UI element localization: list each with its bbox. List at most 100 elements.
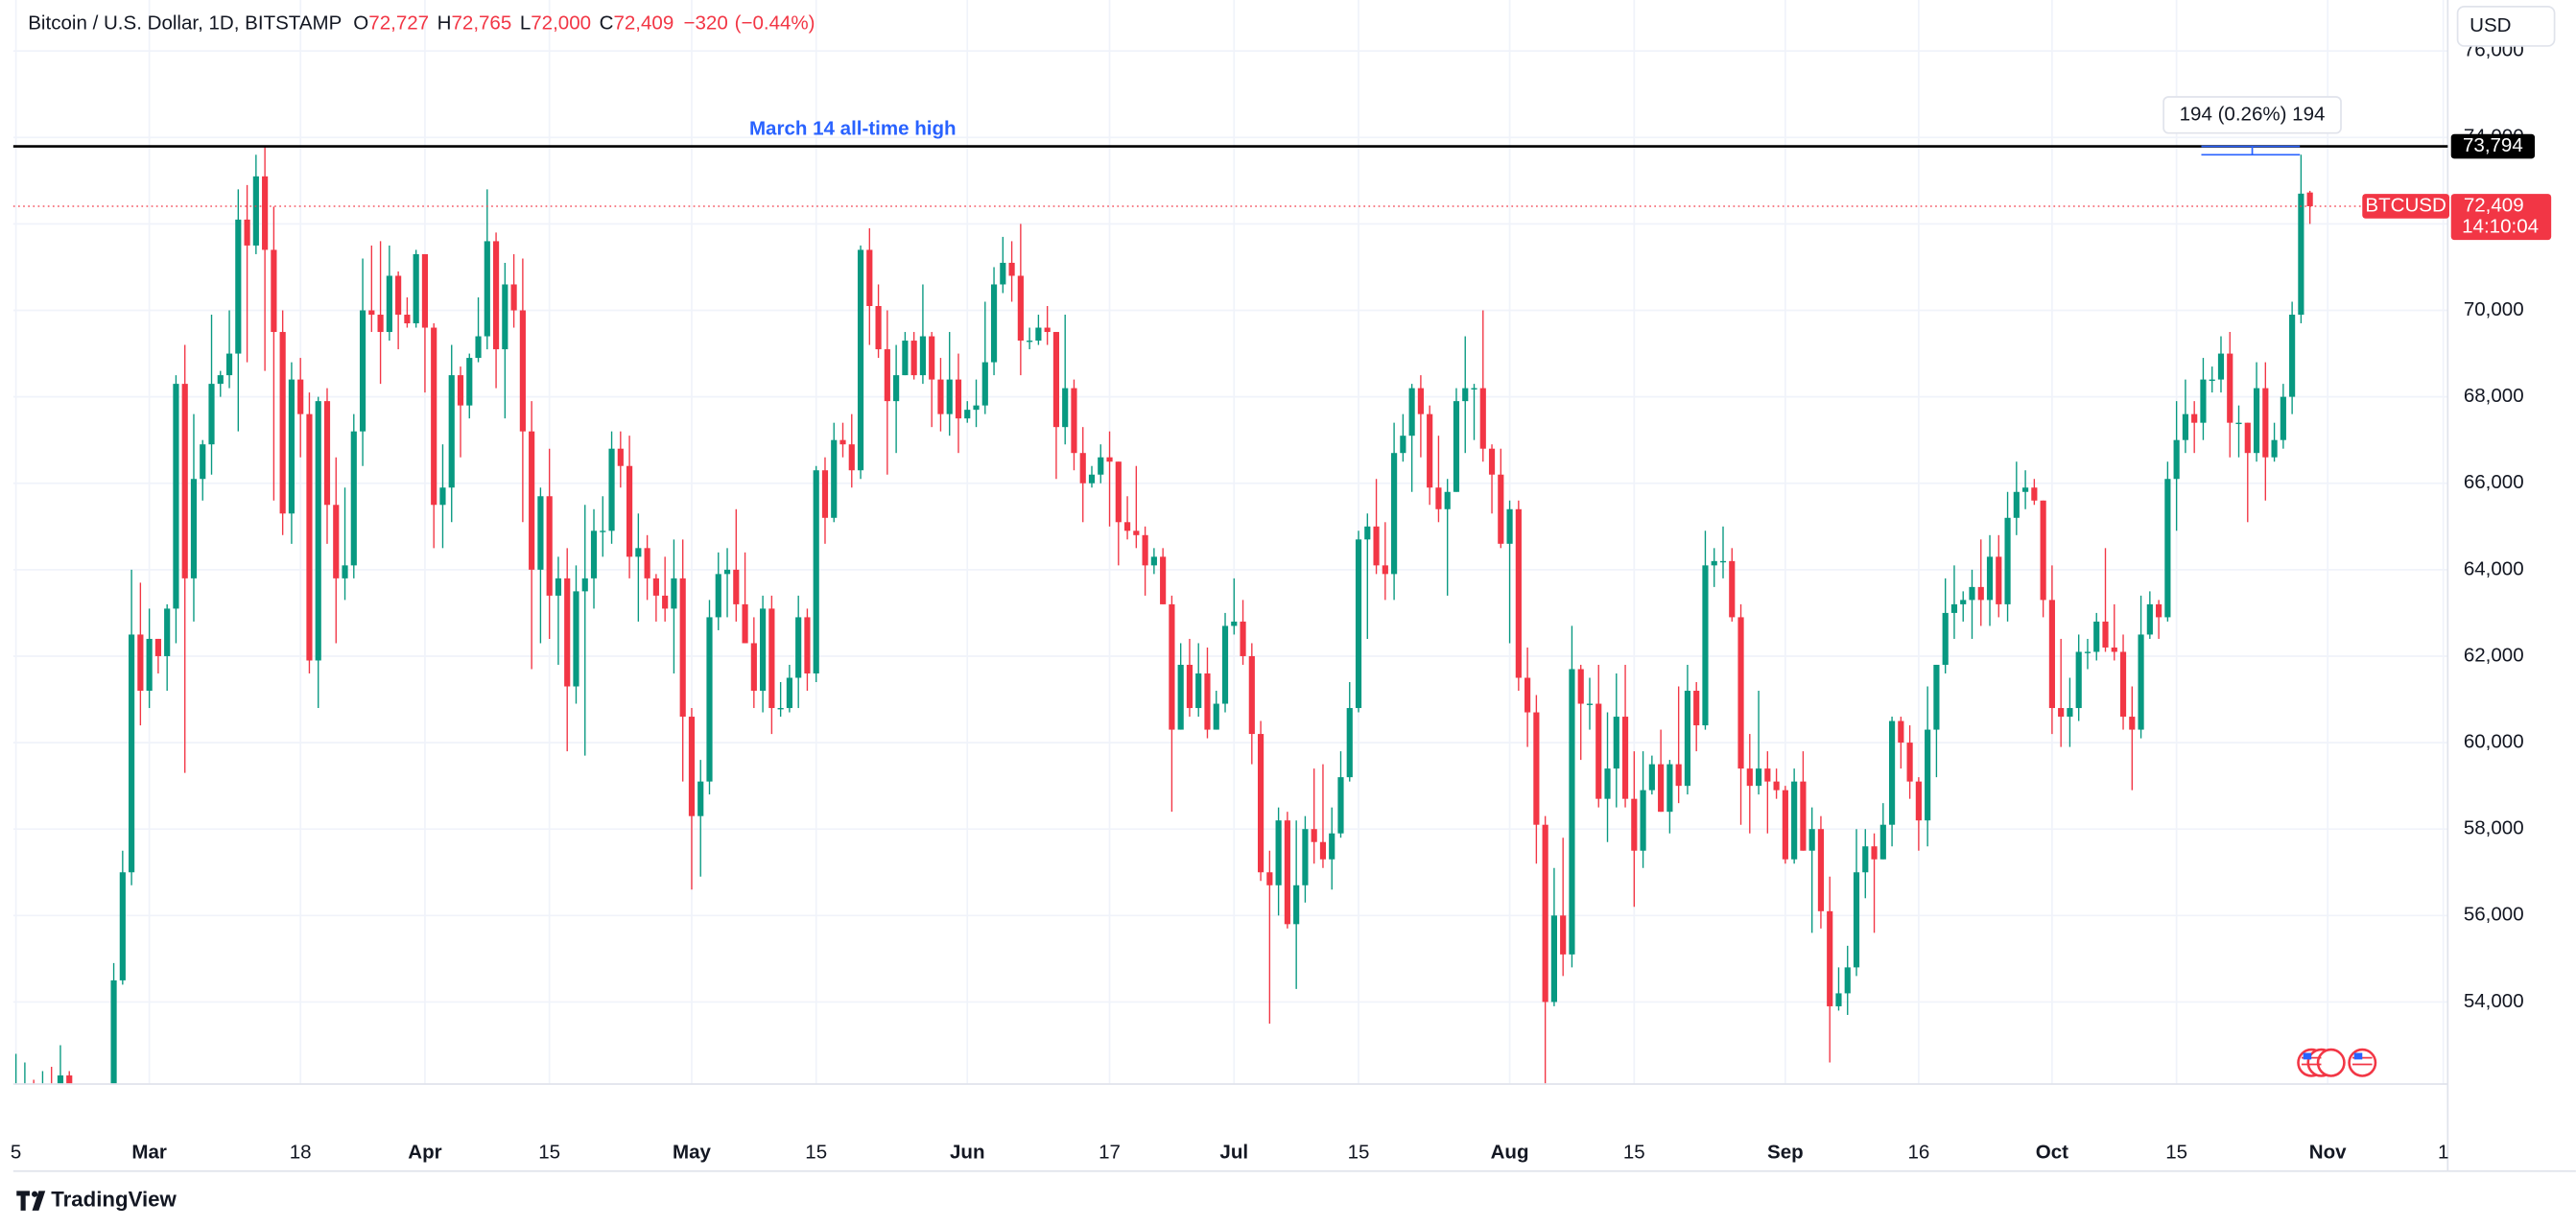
x-tick-label: 15 bbox=[2165, 1141, 2187, 1163]
candle-body bbox=[929, 336, 935, 380]
symbol-title: Bitcoin / U.S. Dollar, 1D, BITSTAMP bbox=[28, 12, 342, 35]
candle-body bbox=[1915, 781, 1922, 821]
candle-body bbox=[2306, 192, 2313, 206]
candle-body bbox=[2235, 422, 2242, 425]
x-tick-label: Oct bbox=[2036, 1141, 2068, 1163]
ohlc-value: 72,000 bbox=[531, 12, 591, 35]
candle-body bbox=[2200, 379, 2207, 423]
candle-body bbox=[2004, 517, 2011, 604]
candle-body bbox=[902, 341, 909, 376]
candle-body bbox=[315, 401, 321, 661]
candle-body bbox=[2253, 388, 2260, 454]
logo-mark bbox=[16, 1191, 30, 1211]
y-tick-label: 58,000 bbox=[2464, 817, 2524, 839]
candle-body bbox=[1115, 461, 1122, 523]
candle-body bbox=[1221, 625, 1229, 704]
candle-body bbox=[2164, 479, 2171, 618]
candle-body bbox=[217, 375, 224, 385]
candle-body bbox=[1942, 612, 1949, 665]
candle-body bbox=[1071, 388, 1077, 454]
candle-body bbox=[1898, 720, 1904, 743]
candle-body bbox=[973, 405, 980, 411]
candle-body bbox=[297, 379, 304, 414]
candle-body bbox=[129, 634, 135, 873]
candle-body bbox=[110, 979, 117, 1085]
candle-body bbox=[804, 617, 811, 673]
candle-body bbox=[715, 574, 721, 618]
candle-body bbox=[2209, 379, 2215, 381]
candle-body bbox=[2227, 353, 2233, 423]
candle-body bbox=[448, 375, 455, 488]
candle-body bbox=[1719, 560, 1727, 563]
flag-canton bbox=[2303, 1052, 2312, 1060]
candle-body bbox=[2067, 708, 2073, 718]
candle-body bbox=[848, 444, 855, 471]
candle-body bbox=[786, 677, 792, 709]
candle-body bbox=[1106, 457, 1113, 462]
candle-body bbox=[492, 241, 500, 350]
currency-label[interactable]: USD bbox=[2470, 14, 2511, 36]
candle-body bbox=[119, 872, 126, 980]
candle-body bbox=[777, 708, 784, 710]
candle-body bbox=[733, 569, 740, 604]
candle-body bbox=[164, 608, 171, 656]
candle-body bbox=[1346, 708, 1353, 778]
candle-body bbox=[2075, 651, 2082, 709]
change-percent: (−0.44%) bbox=[735, 12, 815, 35]
candle-body bbox=[1969, 586, 1975, 601]
candle-body bbox=[1871, 846, 1878, 860]
candle-body bbox=[679, 578, 686, 718]
candle-body bbox=[555, 578, 562, 596]
candle-body bbox=[529, 431, 535, 570]
candle-body bbox=[2022, 487, 2029, 492]
candle-body bbox=[1996, 556, 2002, 604]
currency-button[interactable] bbox=[2456, 5, 2556, 47]
candle-body bbox=[768, 608, 775, 709]
symbol-tag bbox=[2362, 194, 2450, 219]
candle-body bbox=[2191, 413, 2198, 423]
candle-body bbox=[190, 479, 198, 578]
candle-body bbox=[244, 219, 250, 246]
candle-body bbox=[2013, 491, 2020, 518]
x-tick-label: Aug bbox=[1491, 1141, 1529, 1163]
candle-body bbox=[2048, 600, 2055, 709]
candle-body bbox=[252, 176, 259, 246]
ath-tag bbox=[2450, 133, 2536, 159]
candle-body bbox=[1142, 534, 1148, 566]
x-tick-label: Mar bbox=[131, 1141, 167, 1163]
candle-body bbox=[1800, 781, 1807, 851]
candle-body bbox=[875, 306, 882, 350]
candle-body bbox=[1417, 388, 1424, 414]
x-tick-label: May bbox=[673, 1141, 712, 1163]
candle-body bbox=[1498, 474, 1504, 544]
ohlc-key: H bbox=[437, 12, 452, 35]
candle-body bbox=[760, 608, 767, 692]
candle-body bbox=[1737, 617, 1744, 769]
candle-body bbox=[1506, 508, 1513, 544]
candle-body bbox=[271, 249, 277, 333]
candle-body bbox=[1640, 790, 1646, 851]
candle-body bbox=[1533, 712, 1540, 825]
x-tick-label: Jun bbox=[950, 1141, 985, 1163]
measure-box bbox=[2162, 96, 2342, 134]
candle-body bbox=[1319, 841, 1327, 860]
candle-body bbox=[1373, 526, 1380, 566]
candle-body bbox=[1879, 824, 1886, 860]
y-tick-label: 70,000 bbox=[2464, 298, 2524, 320]
candle-body bbox=[137, 634, 144, 692]
y-tick-label: 66,000 bbox=[2464, 471, 2524, 493]
candle-body bbox=[1364, 526, 1371, 540]
candle-body bbox=[750, 643, 757, 692]
candle-body bbox=[1266, 872, 1273, 885]
price-tag bbox=[2450, 194, 2552, 241]
x-tick-label: Apr bbox=[408, 1141, 441, 1163]
candle-body bbox=[688, 717, 696, 816]
flag-canton bbox=[2353, 1052, 2363, 1060]
candle-body bbox=[1515, 508, 1522, 678]
ohlc-key: O bbox=[353, 12, 368, 35]
legend-header: Bitcoin / U.S. Dollar, 1D, BITSTAMP O72,7… bbox=[28, 12, 815, 35]
candle-body bbox=[1177, 664, 1184, 730]
ohlc-value: 72,409 bbox=[613, 12, 674, 35]
